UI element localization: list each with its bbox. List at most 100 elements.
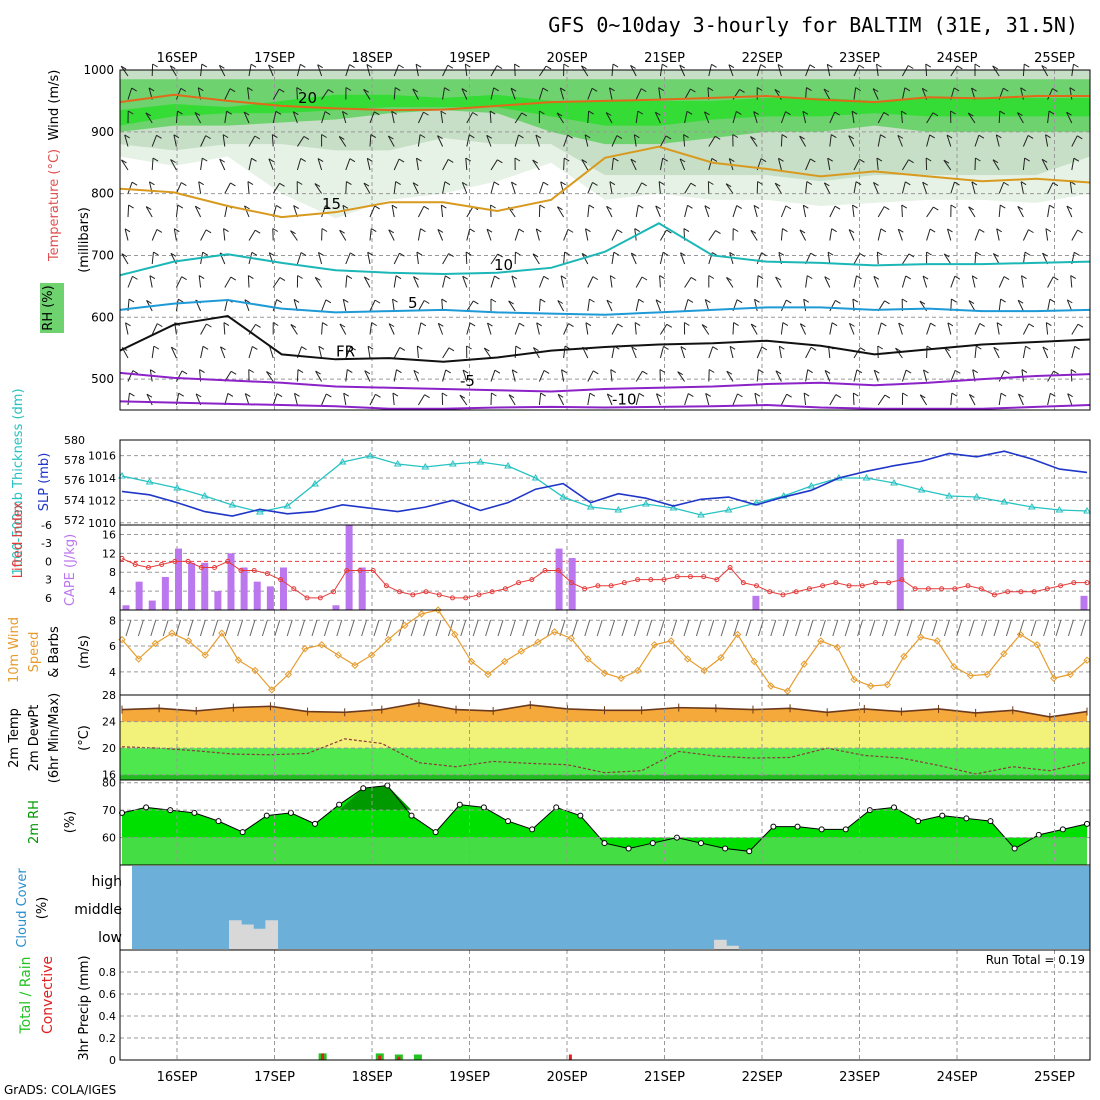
wind-barb-flag xyxy=(493,181,500,186)
wind-barb-flag xyxy=(416,157,422,162)
surface-wind-barb xyxy=(733,619,740,637)
wind-barb xyxy=(559,87,565,100)
rh2m-marker xyxy=(143,804,150,811)
rh2m-marker xyxy=(553,804,560,811)
wind-barb-flag xyxy=(617,323,623,328)
wind-barb xyxy=(853,275,857,288)
wind-barb xyxy=(345,252,351,265)
wind-barb-flag xyxy=(975,251,982,256)
low-cloud-bar xyxy=(265,920,279,950)
wind-barb-flag xyxy=(206,323,212,328)
wind-barb-flag xyxy=(1003,276,1010,280)
wind-barb xyxy=(805,369,809,382)
wind-barb-flag xyxy=(321,134,327,138)
wind-barb-flag xyxy=(300,252,307,257)
lifted-marker xyxy=(952,586,958,592)
wind-barb-flag xyxy=(943,159,950,164)
wind-barb-flag xyxy=(294,392,300,397)
wind-barb-flag xyxy=(781,134,788,138)
wind-barb xyxy=(266,371,274,382)
temp-axis-label-2: 2m DewPt xyxy=(27,705,42,772)
slp-tick-label: 1014 xyxy=(88,472,116,485)
surface-wind-barb xyxy=(485,619,492,637)
wind-barb xyxy=(901,159,910,171)
wind-barb xyxy=(393,347,401,359)
wind-barb xyxy=(342,111,347,124)
wind-marker xyxy=(916,633,925,641)
wind-barb-flag xyxy=(831,228,837,233)
wind-barb-flag xyxy=(560,181,566,186)
wind-barb-flag xyxy=(494,275,500,280)
wind-barb-flag xyxy=(877,251,883,256)
wind-barb-flag xyxy=(243,111,250,116)
wind-marker xyxy=(1000,650,1008,658)
wind-barb xyxy=(658,87,661,100)
lifted-marker xyxy=(568,580,574,586)
wind-barb xyxy=(442,181,446,194)
lifted-marker xyxy=(608,583,614,589)
wind-barb xyxy=(635,205,639,218)
wind-barb xyxy=(851,111,855,124)
wind-barb-flag xyxy=(469,322,476,327)
wind-barb-flag xyxy=(705,392,711,397)
wind-barb xyxy=(487,322,492,335)
wind-barb-flag xyxy=(732,134,739,138)
wind-barb xyxy=(974,229,980,241)
wind-barb-flag xyxy=(174,228,180,233)
wind-barb-flag xyxy=(859,253,866,257)
thickness-marker xyxy=(972,493,981,500)
wind-barb-flag xyxy=(484,347,490,352)
wind-barb-flag xyxy=(303,136,310,140)
wind-barb xyxy=(151,135,157,147)
wind-barb xyxy=(780,111,786,124)
wind-barb xyxy=(780,299,787,312)
wind-barb-flag xyxy=(1052,276,1059,281)
rh2m-marker xyxy=(191,809,198,816)
wind-barb-flag xyxy=(679,158,686,163)
wind-barb-flag xyxy=(363,88,369,93)
lifted-marker xyxy=(370,568,376,574)
wind-barb xyxy=(510,88,516,100)
wind-barb-flag xyxy=(946,134,953,139)
isotherm-label: 10 xyxy=(494,256,513,274)
wind-barb xyxy=(974,134,980,147)
wind-barb xyxy=(679,158,686,171)
date-label-bottom: 18SEP xyxy=(352,1070,393,1085)
wind-barb-flag xyxy=(367,251,373,256)
wind-barb-flag xyxy=(532,159,538,164)
wind-barb xyxy=(708,230,716,241)
wind-barb-flag xyxy=(588,110,594,115)
wind-barb-flag xyxy=(655,205,661,210)
wind-barb xyxy=(950,393,953,406)
wind-barb-flag xyxy=(859,347,866,352)
wind-barb xyxy=(775,370,782,382)
surface-wind-barb xyxy=(534,619,541,637)
wind-barb-flag xyxy=(519,322,525,327)
wind-barb-flag xyxy=(444,87,450,92)
wind-barb xyxy=(1017,299,1024,312)
wind-barb xyxy=(393,87,396,100)
lifted-marker xyxy=(251,568,257,574)
wind-barb-flag xyxy=(1017,112,1023,117)
wind-barb-flag xyxy=(855,181,862,186)
wind-barb xyxy=(121,159,129,171)
wind-barb-flag xyxy=(999,110,1006,115)
thickness-tick-label: 578 xyxy=(64,454,85,467)
lifted-marker xyxy=(1005,589,1011,595)
wind-barb-flag xyxy=(417,345,423,350)
wind-marker xyxy=(1016,630,1025,639)
wind-barb-flag xyxy=(314,276,321,281)
wind-barb xyxy=(753,111,758,124)
wind-barb xyxy=(611,135,618,147)
wind-barb-flag xyxy=(872,88,879,93)
wind-marker xyxy=(900,652,908,661)
wind-barb-flag xyxy=(1074,345,1080,350)
wind-barb-flag xyxy=(1077,229,1083,234)
wind-barb xyxy=(272,183,280,194)
lifted-tick-label: 6 xyxy=(45,592,52,605)
wind-barb-flag xyxy=(290,230,296,235)
thickness-marker xyxy=(1055,506,1064,513)
wind-barb xyxy=(127,204,130,218)
wind-barb-flag xyxy=(171,346,177,351)
precip-tick-label: 0.2 xyxy=(99,1032,117,1045)
